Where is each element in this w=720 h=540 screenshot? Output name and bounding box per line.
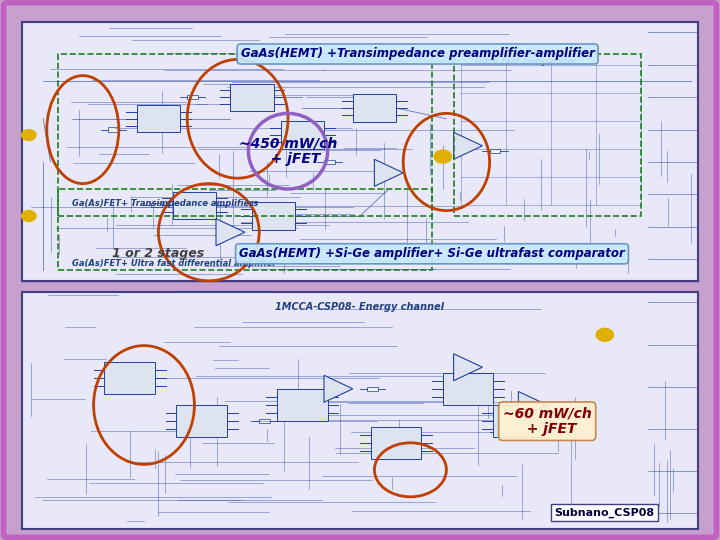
Circle shape — [596, 328, 613, 341]
Polygon shape — [324, 375, 353, 402]
Text: Ultra fast comparator: Ultra fast comparator — [475, 57, 577, 66]
Bar — [493, 405, 544, 437]
Circle shape — [434, 150, 451, 163]
Text: Ga(As)FET+ Ultra fast differential amplifier: Ga(As)FET+ Ultra fast differential ampli… — [72, 259, 276, 268]
Text: Ga(As)FET+ Transimpedance amplifiers: Ga(As)FET+ Transimpedance amplifiers — [72, 199, 258, 208]
Bar — [108, 127, 119, 132]
Bar — [497, 430, 508, 434]
FancyBboxPatch shape — [4, 3, 716, 537]
Bar — [259, 419, 270, 423]
Bar — [371, 427, 421, 459]
Bar — [22, 292, 698, 529]
Bar — [443, 373, 493, 405]
Circle shape — [22, 130, 36, 140]
Polygon shape — [518, 392, 547, 418]
Text: ~450 mW/ch
   + jFET: ~450 mW/ch + jFET — [239, 136, 337, 166]
Bar — [230, 84, 274, 111]
Bar — [104, 362, 155, 394]
Text: Subnano_CSP08: Subnano_CSP08 — [554, 508, 655, 518]
Text: ~60 mW/ch
  + jFET: ~60 mW/ch + jFET — [503, 406, 592, 436]
Text: 1 or 2 stages: 1 or 2 stages — [112, 247, 204, 260]
Bar — [173, 192, 216, 219]
Polygon shape — [454, 132, 482, 159]
Bar — [176, 405, 227, 437]
Bar — [353, 94, 396, 122]
Text: 1MCCA-CSP08- Energy channel: 1MCCA-CSP08- Energy channel — [276, 302, 444, 313]
Polygon shape — [216, 219, 245, 246]
Polygon shape — [454, 354, 482, 381]
Polygon shape — [374, 159, 403, 186]
Bar — [151, 203, 162, 207]
Bar — [115, 387, 126, 391]
Bar — [281, 122, 324, 148]
Circle shape — [22, 211, 36, 221]
Bar — [22, 22, 698, 281]
Bar — [277, 389, 328, 421]
Text: GaAs(HEMT) +Transimpedance preamplifier-amplifier: GaAs(HEMT) +Transimpedance preamplifier-… — [240, 48, 595, 60]
Bar — [252, 202, 295, 230]
Bar — [490, 149, 500, 153]
Text: GaAs(HEMT) +Si-Ge amplifier+ Si-Ge ultrafast comparator: GaAs(HEMT) +Si-Ge amplifier+ Si-Ge ultra… — [239, 247, 625, 260]
Bar — [58, 189, 432, 270]
Bar — [137, 105, 180, 132]
Bar — [454, 54, 641, 216]
Bar — [367, 387, 378, 391]
Bar — [187, 95, 198, 99]
Bar — [324, 160, 335, 164]
Bar — [58, 54, 432, 216]
